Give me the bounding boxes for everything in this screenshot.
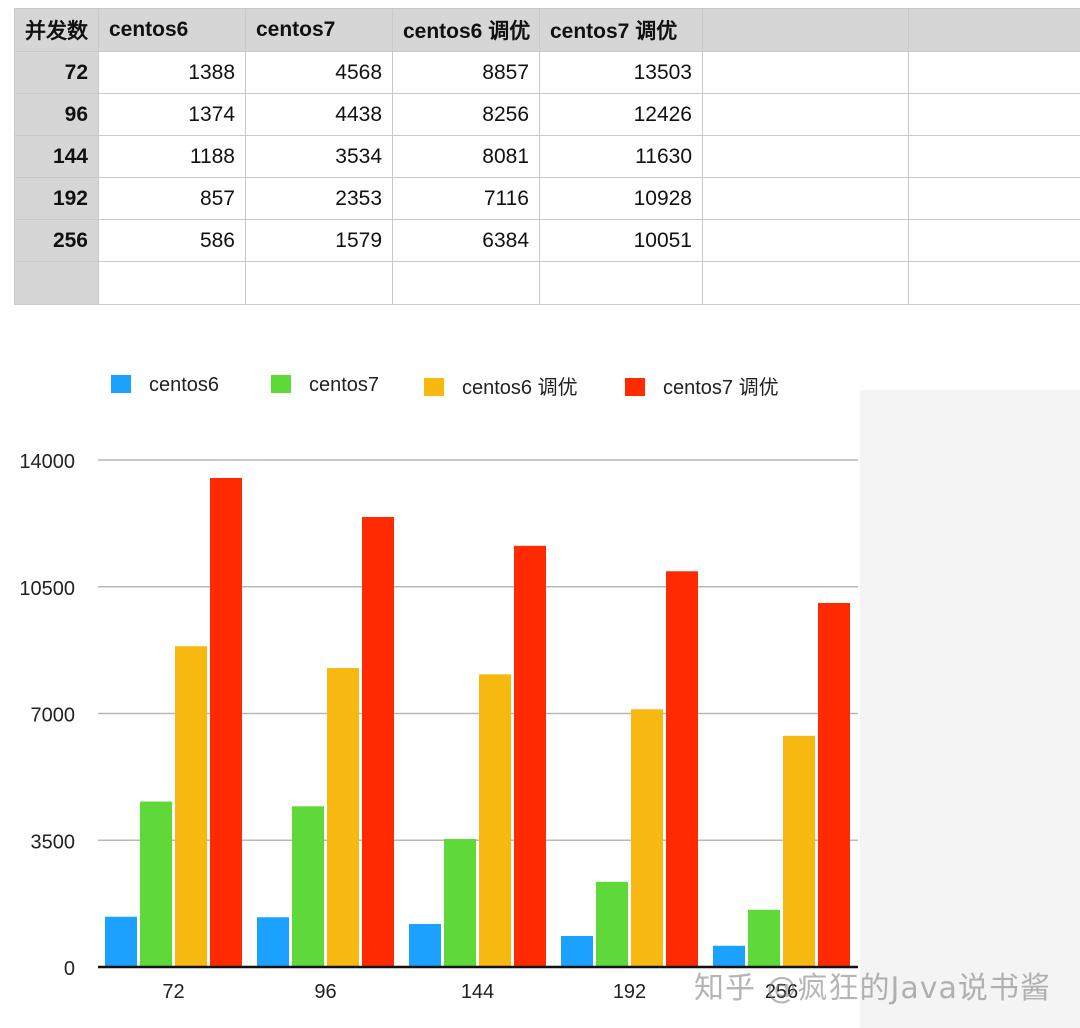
empty-cell <box>908 135 1080 178</box>
table-cell: 11630 <box>539 135 703 178</box>
bar <box>292 806 324 967</box>
table-cell: 7116 <box>392 177 540 220</box>
table-cell: 857 <box>98 177 246 220</box>
bar <box>713 945 745 967</box>
column-header-concurrency: 并发数 <box>14 8 99 52</box>
table-cell: 10051 <box>539 219 703 262</box>
table-cell: 1374 <box>98 93 246 136</box>
empty-cell <box>702 261 909 305</box>
table-row: 256 586 1579 6384 10051 <box>14 219 1080 262</box>
bar <box>140 801 172 967</box>
x-tick-label: 256 <box>765 981 798 1003</box>
table-row <box>14 261 1080 305</box>
bar <box>596 881 628 967</box>
table-cell <box>98 261 246 305</box>
bar <box>327 668 359 967</box>
column-header <box>908 8 1080 52</box>
table-cell: 2353 <box>245 177 393 220</box>
x-tick-label: 144 <box>461 981 494 1003</box>
table-cell: 586 <box>98 219 246 262</box>
legend-label: centos6 <box>149 374 219 396</box>
empty-cell <box>908 177 1080 220</box>
x-tick-label: 72 <box>162 981 184 1003</box>
table-cell: 6384 <box>392 219 540 262</box>
empty-cell <box>702 93 909 136</box>
table-cell: 8256 <box>392 93 540 136</box>
empty-cell <box>908 219 1080 262</box>
bar <box>444 839 476 967</box>
bar <box>479 674 511 967</box>
bar <box>409 923 441 967</box>
row-header-cell: 256 <box>14 219 99 262</box>
table-cell <box>539 261 703 305</box>
table-header-row: 并发数 centos6 centos7 centos6 调优 centos7 调优 <box>14 8 1080 52</box>
table-cell: 8857 <box>392 51 540 94</box>
table-cell: 1579 <box>245 219 393 262</box>
x-tick-label: 192 <box>613 981 646 1003</box>
legend-swatch <box>271 375 291 393</box>
table-row: 96 1374 4438 8256 12426 <box>14 93 1080 136</box>
bar <box>631 709 663 967</box>
bar <box>105 916 137 967</box>
empty-cell <box>702 219 909 262</box>
bar-chart-svg: 0 3500 7000 10500 14000 72 96 144 192 256 centos6 c… <box>19 374 858 1003</box>
legend-swatch <box>424 378 444 396</box>
column-header: centos7 <box>245 8 393 52</box>
table-cell <box>245 261 393 305</box>
legend-label: centos7 <box>309 374 379 396</box>
empty-cell <box>702 135 909 178</box>
row-header-cell: 72 <box>14 51 99 94</box>
bar <box>257 917 289 967</box>
empty-cell <box>908 51 1080 94</box>
data-table: 并发数 centos6 centos7 centos6 调优 centos7 调优 72… <box>14 8 1080 305</box>
x-tick-label: 96 <box>314 981 336 1003</box>
column-header: centos7 调优 <box>539 8 703 52</box>
empty-cell <box>908 93 1080 136</box>
bar <box>748 909 780 967</box>
bar <box>175 646 207 967</box>
bar <box>514 545 546 967</box>
table-cell: 10928 <box>539 177 703 220</box>
legend-swatch <box>111 375 131 393</box>
chart-side-panel <box>860 390 1080 1028</box>
column-header <box>702 8 909 52</box>
bar <box>818 603 850 967</box>
bar <box>362 517 394 967</box>
legend-label: centos6 调优 <box>462 376 578 399</box>
row-header-cell <box>14 261 99 305</box>
row-header-cell: 144 <box>14 135 99 178</box>
table-row: 72 1388 4568 8857 13503 <box>14 51 1080 94</box>
table-cell: 4568 <box>245 51 393 94</box>
table-row: 144 1188 3534 8081 11630 <box>14 135 1080 178</box>
empty-cell <box>702 51 909 94</box>
bar <box>783 735 815 967</box>
legend-swatch <box>625 378 645 396</box>
empty-cell <box>908 261 1080 305</box>
column-header: centos6 <box>98 8 246 52</box>
table-cell: 12426 <box>539 93 703 136</box>
table-cell: 4438 <box>245 93 393 136</box>
bar-chart: 0 3500 7000 10500 14000 72 96 144 192 256 centos6 c… <box>0 340 1080 1028</box>
table-cell <box>392 261 540 305</box>
row-header-cell: 192 <box>14 177 99 220</box>
bar <box>666 571 698 967</box>
legend-label: centos7 调优 <box>663 376 779 399</box>
table-cell: 1188 <box>98 135 246 178</box>
row-header-cell: 96 <box>14 93 99 136</box>
table-row: 192 857 2353 7116 10928 <box>14 177 1080 220</box>
column-header: centos6 调优 <box>392 8 540 52</box>
table-cell: 13503 <box>539 51 703 94</box>
watermark: 知乎 @疯狂的Java说书酱 <box>694 971 1051 1006</box>
table-cell: 8081 <box>392 135 540 178</box>
y-tick-label: 10500 <box>19 578 75 600</box>
y-tick-label: 0 <box>64 958 75 980</box>
bar <box>561 935 593 967</box>
y-tick-label: 7000 <box>31 705 76 727</box>
y-tick-label: 14000 <box>19 451 75 473</box>
y-tick-label: 3500 <box>31 831 76 853</box>
bar <box>210 477 242 967</box>
empty-cell <box>702 177 909 220</box>
table-cell: 3534 <box>245 135 393 178</box>
table-cell: 1388 <box>98 51 246 94</box>
